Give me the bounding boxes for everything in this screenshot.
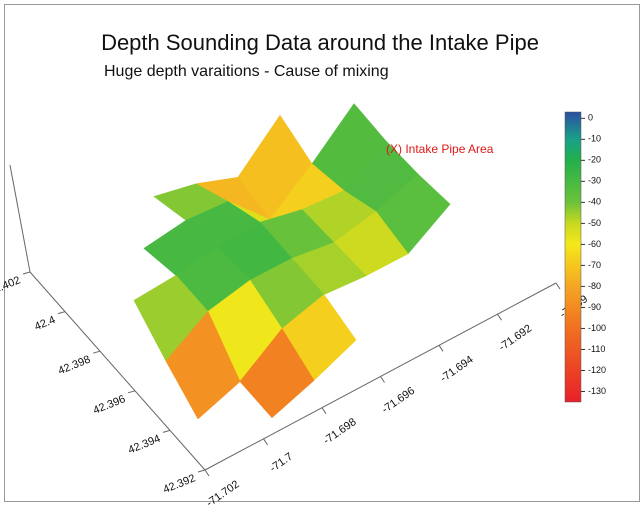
x-tick-label: -71.692 (497, 322, 534, 353)
x-tick (263, 438, 268, 446)
colorbar-tick-label: -60 (588, 239, 601, 249)
x-tick (438, 345, 444, 352)
colorbar-tick-label: 0 (588, 113, 593, 123)
x-tick (321, 407, 327, 414)
z-axis-line (9, 164, 31, 273)
colorbar-tick-label: -130 (588, 386, 606, 396)
x-tick-label: -71.694 (438, 354, 475, 385)
x-tick (497, 313, 502, 321)
y-tick-label: 42.4 (33, 314, 57, 333)
colorbar-tick-label: -10 (588, 134, 601, 144)
x-tick-label: -71.696 (380, 385, 417, 416)
y-tick-label: 42.396 (92, 393, 128, 417)
y-tick-label: 42.392 (162, 472, 198, 496)
colorbar-tick-label: -120 (588, 365, 606, 375)
y-tick-label: 42.398 (57, 354, 93, 378)
x-tick-label: -71.7 (268, 451, 295, 475)
colorbar-tick-label: -80 (588, 281, 601, 291)
x-tick (380, 376, 385, 383)
colorbar-tick-label: -40 (588, 197, 601, 207)
y-tick (127, 390, 136, 394)
colorbar-tick-label: -20 (588, 155, 601, 165)
chart-subtitle: Huge depth varaitions - Cause of mixing (104, 63, 389, 80)
colorbar (564, 111, 582, 403)
x-tick (555, 282, 561, 290)
chart-title: Depth Sounding Data around the Intake Pi… (101, 30, 539, 55)
y-tick-label: 42.402 (0, 274, 22, 298)
frame (4, 4, 640, 502)
colorbar-tick-label: -110 (588, 344, 605, 354)
y-tick (197, 469, 206, 473)
y-axis-line (29, 271, 206, 471)
surface-cell (239, 328, 315, 419)
colorbar-tick-label: -70 (588, 260, 601, 270)
x-tick (204, 469, 210, 477)
colorbar-tick-label: -90 (588, 302, 601, 312)
y-tick (22, 271, 31, 275)
y-tick (92, 350, 101, 354)
colorbar-tick-label: -100 (588, 323, 606, 333)
y-tick-label: 42.394 (127, 433, 163, 457)
surface-cell (165, 310, 241, 420)
annotation: (X) Intake Pipe Area (386, 142, 494, 156)
y-tick (162, 429, 171, 433)
colorbar-tick-label: -30 (588, 176, 601, 186)
y-tick (57, 311, 66, 315)
colorbar-tick-label: -50 (588, 218, 601, 228)
x-tick-label: -71.698 (321, 416, 358, 447)
